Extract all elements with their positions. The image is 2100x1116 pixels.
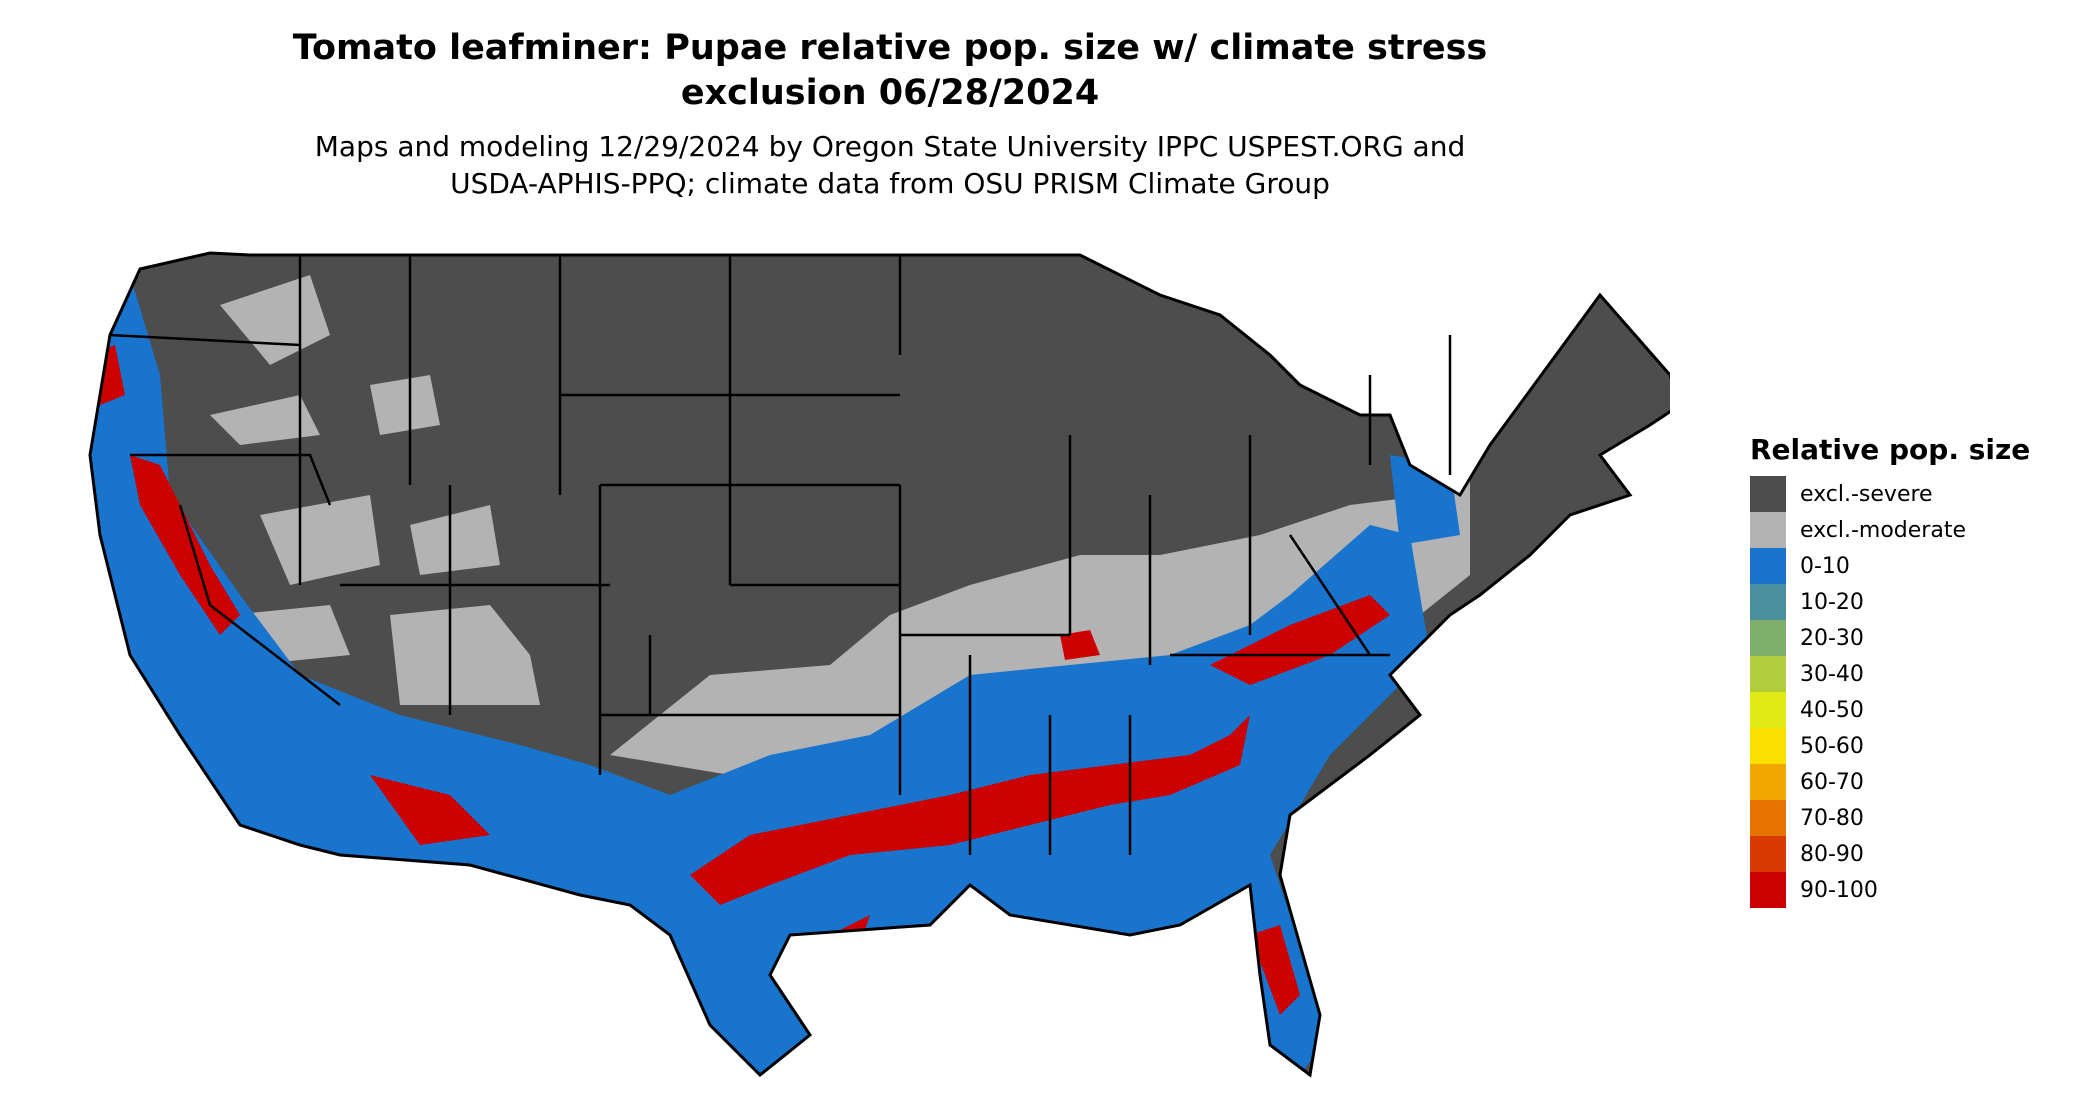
legend-item: 70-80 xyxy=(1750,800,2030,836)
state-border-north-plains xyxy=(408,255,902,585)
legend-label: excl.-severe xyxy=(1800,481,1933,507)
state-border-south xyxy=(600,635,1132,855)
legend-item: 40-50 xyxy=(1750,692,2030,728)
legend-label: 40-50 xyxy=(1800,697,1864,723)
legend-item: 20-30 xyxy=(1750,620,2030,656)
excl-moderate-west-2 xyxy=(210,395,320,445)
excl-moderate-west-6 xyxy=(390,605,540,705)
legend-item: 80-90 xyxy=(1750,836,2030,872)
legend-label: 80-90 xyxy=(1800,841,1864,867)
legend-swatch xyxy=(1750,836,1786,872)
legend-label: excl.-moderate xyxy=(1800,517,1966,543)
state-border-east xyxy=(1068,335,1452,665)
state-border-rockies xyxy=(298,255,610,775)
legend-swatch xyxy=(1750,728,1786,764)
legend-item: 60-70 xyxy=(1750,764,2030,800)
legend-swatch xyxy=(1750,548,1786,584)
high-90-100-arizona xyxy=(370,775,490,845)
legend-label: 60-70 xyxy=(1800,769,1864,795)
legend-item: excl.-severe xyxy=(1750,476,2030,512)
excl-moderate-west-5 xyxy=(410,505,500,575)
legend-swatch xyxy=(1750,512,1786,548)
legend-swatch xyxy=(1750,656,1786,692)
suitability-layers xyxy=(90,253,1670,1075)
excl-moderate-west-1 xyxy=(220,275,330,365)
excl-moderate-west-3 xyxy=(370,375,440,435)
legend-item: 90-100 xyxy=(1750,872,2030,908)
high-90-100-california xyxy=(130,455,240,635)
legend-item: 10-20 xyxy=(1750,584,2030,620)
legend-title: Relative pop. size xyxy=(1750,433,2031,466)
map-subtitle-line-2: USDA-APHIS-PPQ; climate data from OSU PR… xyxy=(450,167,1330,200)
map-subtitle-line-1: Maps and modeling 12/29/2024 by Oregon S… xyxy=(314,130,1466,163)
state-border-central xyxy=(560,393,1070,637)
legend-item: 0-10 xyxy=(1750,548,2030,584)
excl-moderate-west-4 xyxy=(260,495,380,585)
legend-label: 0-10 xyxy=(1800,553,1850,579)
us-outline xyxy=(88,251,1670,1078)
us-map xyxy=(88,251,1670,1078)
legend-swatch xyxy=(1750,476,1786,512)
legend-label: 50-60 xyxy=(1800,733,1864,759)
state-border-west-coast xyxy=(109,333,341,706)
legend-swatch xyxy=(1750,800,1786,836)
legend-label: 20-30 xyxy=(1800,625,1864,651)
legend-items: excl.-severe excl.-moderate 0-10 10-20 20-30… xyxy=(1750,476,2030,908)
excl-moderate-region xyxy=(610,475,1470,775)
high-90-100-missouri xyxy=(1060,630,1100,660)
legend-label: 10-20 xyxy=(1800,589,1864,615)
legend-item: 30-40 xyxy=(1750,656,2030,692)
legend-swatch xyxy=(1750,764,1786,800)
legend-label: 90-100 xyxy=(1800,877,1878,903)
legend-swatch xyxy=(1750,584,1786,620)
legend-swatch xyxy=(1750,872,1786,908)
legend-swatch xyxy=(1750,692,1786,728)
map-title-line-2: exclusion 06/28/2024 xyxy=(680,73,1100,113)
map-title-line-1: Tomato leafminer: Pupae relative pop. si… xyxy=(292,28,1488,68)
legend-label: 30-40 xyxy=(1800,661,1864,687)
legend-swatch xyxy=(1750,620,1786,656)
legend-item: 50-60 xyxy=(1750,728,2030,764)
legend: Relative pop. size excl.-severe excl.-mod… xyxy=(1750,432,2030,908)
high-90-100-florida xyxy=(1250,925,1300,1015)
legend-label: 70-80 xyxy=(1800,805,1864,831)
state-borders xyxy=(109,255,1452,855)
legend-item: excl.-moderate xyxy=(1750,512,2030,548)
